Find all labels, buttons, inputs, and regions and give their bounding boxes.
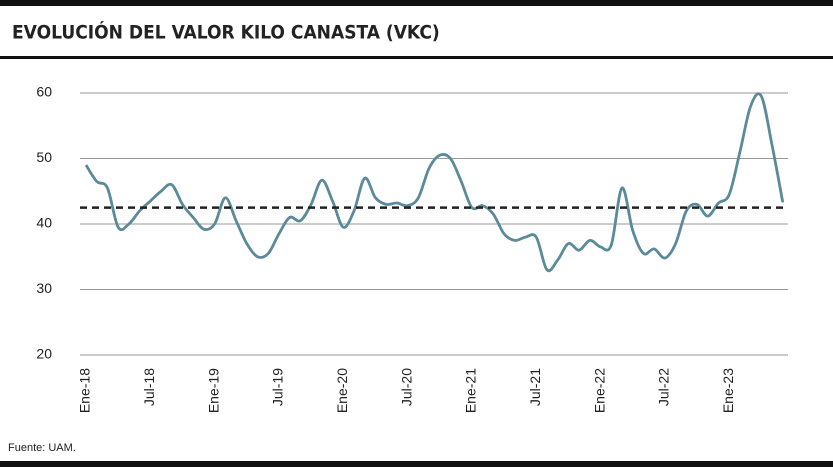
y-tick-label: 20 (36, 346, 52, 362)
x-tick-label: Ene-20 (334, 368, 350, 413)
x-tick-label: Ene-22 (591, 368, 607, 413)
y-tick-label: 30 (36, 280, 52, 296)
x-tick-label: Ene-19 (205, 368, 221, 413)
top-bar (0, 0, 833, 6)
y-tick-label: 50 (36, 149, 52, 165)
x-tick-label: Jul-18 (141, 368, 157, 406)
title-rule (0, 56, 833, 59)
chart-title: EVOLUCIÓN DEL VALOR KILO CANASTA (VKC) (12, 20, 440, 44)
y-tick-label: 60 (36, 84, 52, 100)
bottom-bar (0, 461, 833, 467)
x-tick-label: Jul-21 (527, 368, 543, 406)
x-tick-label: Ene-18 (77, 368, 93, 413)
y-tick-label: 40 (36, 215, 52, 231)
x-tick-label: Ene-21 (463, 368, 479, 413)
source: Fuente: UAM. (8, 442, 76, 454)
x-tick-label: Jul-22 (656, 368, 672, 406)
data-line (84, 92, 785, 273)
x-tick-label: Jul-20 (398, 368, 414, 406)
x-tick-label: Jul-19 (270, 368, 286, 406)
x-tick-label: Ene-23 (720, 368, 736, 413)
